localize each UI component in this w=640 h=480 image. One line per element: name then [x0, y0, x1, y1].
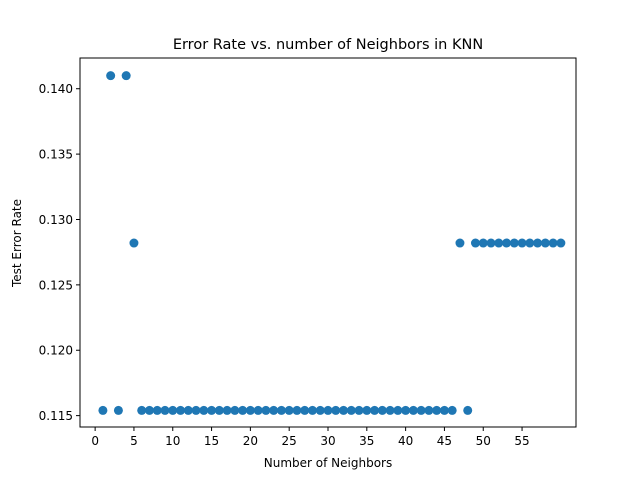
- x-tick-label: 35: [359, 434, 374, 448]
- data-point: [447, 405, 457, 415]
- data-point: [362, 405, 372, 415]
- data-point: [370, 405, 380, 415]
- y-tick-label: 0.115: [39, 409, 73, 423]
- data-point: [533, 238, 543, 248]
- data-point: [463, 405, 473, 415]
- data-point: [307, 405, 317, 415]
- x-tick-label: 40: [398, 434, 413, 448]
- data-point: [300, 405, 310, 415]
- data-point: [548, 238, 558, 248]
- data-point: [486, 238, 496, 248]
- data-point: [230, 405, 240, 415]
- data-point: [556, 238, 566, 248]
- data-point: [253, 405, 263, 415]
- data-point: [408, 405, 418, 415]
- axis-ticks: 0 5 10 15 20 25 30 35 40 45 50 55 0.115 0.120 0.125 0.1…: [39, 82, 530, 448]
- data-points: [98, 71, 566, 415]
- data-point: [494, 238, 504, 248]
- y-tick-label: 0.135: [39, 148, 73, 162]
- data-point: [245, 405, 255, 415]
- y-tick-label: 0.120: [39, 344, 73, 358]
- data-point: [137, 405, 147, 415]
- data-point: [160, 405, 170, 415]
- data-point: [509, 238, 519, 248]
- x-tick-label: 25: [282, 434, 297, 448]
- data-point: [393, 405, 403, 415]
- data-point: [214, 405, 224, 415]
- data-point: [331, 405, 341, 415]
- x-tick-label: 10: [165, 434, 180, 448]
- data-point: [540, 238, 550, 248]
- data-point: [525, 238, 535, 248]
- data-point: [517, 238, 527, 248]
- x-tick-label: 55: [514, 434, 529, 448]
- data-point: [222, 405, 232, 415]
- data-point: [129, 238, 139, 248]
- data-point: [144, 405, 154, 415]
- data-point: [238, 405, 248, 415]
- x-tick-label: 45: [437, 434, 452, 448]
- data-point: [502, 238, 512, 248]
- data-point: [121, 71, 131, 81]
- data-point: [168, 405, 178, 415]
- x-tick-label: 30: [320, 434, 335, 448]
- data-point: [269, 405, 279, 415]
- y-tick-label: 0.130: [39, 213, 73, 227]
- data-point: [292, 405, 302, 415]
- chart-title: Error Rate vs. number of Neighbors in KN…: [173, 37, 483, 53]
- data-point: [207, 405, 217, 415]
- x-tick-label: 50: [476, 434, 491, 448]
- x-tick-label: 20: [243, 434, 258, 448]
- y-tick-label: 0.125: [39, 278, 73, 292]
- data-point: [455, 238, 465, 248]
- data-point: [183, 405, 193, 415]
- data-point: [346, 405, 356, 415]
- data-point: [276, 405, 286, 415]
- x-tick-label: 5: [130, 434, 138, 448]
- plot-area-frame: [79, 57, 577, 428]
- x-axis-label: Number of Neighbors: [264, 456, 392, 470]
- data-point: [98, 405, 108, 415]
- data-point: [432, 405, 442, 415]
- data-point: [478, 238, 488, 248]
- data-point: [470, 238, 480, 248]
- data-point: [284, 405, 294, 415]
- data-point: [261, 405, 271, 415]
- x-tick-label: 15: [204, 434, 219, 448]
- data-point: [191, 405, 201, 415]
- data-point: [339, 405, 349, 415]
- data-point: [113, 405, 123, 415]
- data-point: [424, 405, 434, 415]
- y-axis-label: Test Error Rate: [10, 199, 24, 288]
- data-point: [416, 405, 426, 415]
- data-point: [401, 405, 411, 415]
- y-tick-label: 0.140: [39, 82, 73, 96]
- data-point: [199, 405, 209, 415]
- data-point: [354, 405, 364, 415]
- data-point: [315, 405, 325, 415]
- x-tick-label: 0: [91, 434, 99, 448]
- data-point: [106, 71, 116, 81]
- data-point: [385, 405, 395, 415]
- data-point: [323, 405, 333, 415]
- data-point: [377, 405, 387, 415]
- data-point: [176, 405, 186, 415]
- data-point: [152, 405, 162, 415]
- data-point: [439, 405, 449, 415]
